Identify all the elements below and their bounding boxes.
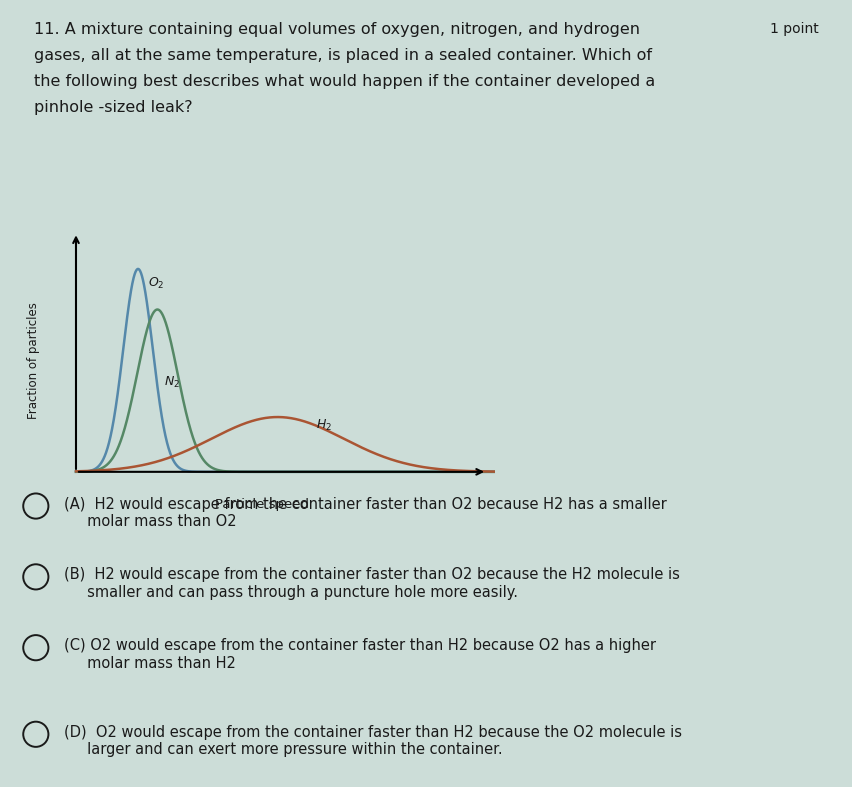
Text: $N_2$: $N_2$ [164, 375, 180, 390]
Text: pinhole -sized leak?: pinhole -sized leak? [34, 100, 193, 115]
Text: the following best describes what would happen if the container developed a: the following best describes what would … [34, 74, 654, 89]
Text: (C) O2 would escape from the container faster than H2 because O2 has a higher
  : (C) O2 would escape from the container f… [64, 638, 655, 671]
Text: 11. A mixture containing equal volumes of oxygen, nitrogen, and hydrogen: 11. A mixture containing equal volumes o… [34, 22, 639, 37]
Text: $O_2$: $O_2$ [147, 275, 164, 290]
Text: (D)  O2 would escape from the container faster than H2 because the O2 molecule i: (D) O2 would escape from the container f… [64, 725, 682, 757]
Text: $H_2$: $H_2$ [316, 418, 332, 433]
Text: (B)  H2 would escape from the container faster than O2 because the H2 molecule i: (B) H2 would escape from the container f… [64, 567, 679, 600]
Text: 1 point: 1 point [769, 22, 818, 36]
Text: (A)  H2 would escape from the container faster than O2 because H2 has a smaller
: (A) H2 would escape from the container f… [64, 497, 666, 529]
Text: Particle speed: Particle speed [215, 498, 308, 512]
Text: gases, all at the same temperature, is placed in a sealed container. Which of: gases, all at the same temperature, is p… [34, 48, 652, 63]
Text: Fraction of particles: Fraction of particles [26, 301, 40, 419]
